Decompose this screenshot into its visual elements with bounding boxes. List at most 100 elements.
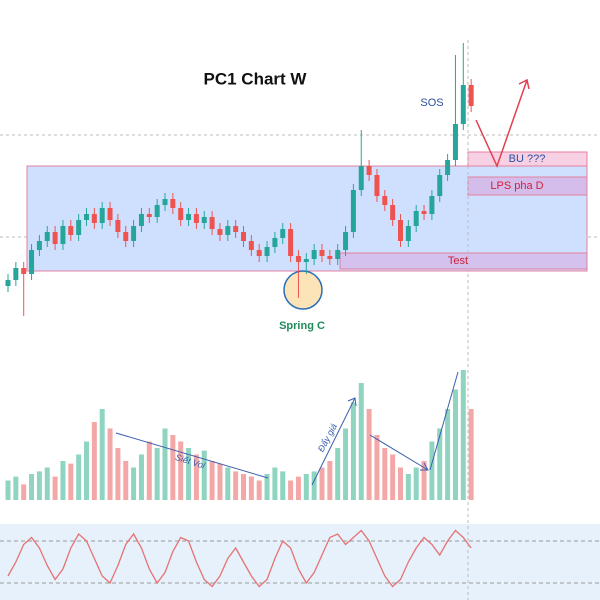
volume-bar (162, 428, 168, 500)
candle-body (84, 214, 89, 220)
volume-bar (201, 450, 207, 500)
candle-body (209, 217, 215, 229)
candle-body (343, 232, 349, 250)
volume-bar (209, 461, 215, 500)
annotation-arrow (311, 371, 459, 486)
candle-body (36, 241, 42, 250)
volume-bar (178, 441, 184, 500)
candle-body (146, 214, 152, 217)
volume-bar (452, 389, 458, 500)
spring-circle (283, 270, 323, 310)
candle-body (186, 214, 192, 220)
candle-body (99, 208, 105, 223)
volume-bar (91, 422, 97, 500)
candle-body (358, 166, 364, 190)
volume-bar (68, 463, 74, 500)
candle-body (13, 268, 19, 280)
candle-body (248, 241, 254, 250)
oscillator-panel (0, 524, 600, 600)
candle-body (429, 196, 435, 214)
volume-bar (358, 383, 364, 500)
candle-body (350, 190, 356, 232)
volume-bar (413, 467, 419, 500)
volume-bar (350, 402, 356, 500)
volume-bar (13, 476, 19, 500)
volume-bar (280, 471, 286, 500)
volume-bar (366, 409, 372, 500)
volume-bar (421, 461, 427, 500)
candle-body (44, 232, 50, 241)
candle-body (374, 175, 380, 196)
volume-bar (445, 409, 451, 500)
candle-body (311, 250, 317, 259)
candle-body (272, 238, 278, 247)
oscillator-line (7, 529, 472, 588)
candle-body (21, 268, 27, 274)
volume-bar (382, 448, 388, 500)
candle-body (29, 250, 35, 274)
candle-body (107, 208, 113, 220)
volume-bar (44, 467, 50, 500)
volume-bar (335, 448, 341, 500)
volume-bar (241, 474, 246, 500)
candle-body (201, 217, 207, 223)
candle-body (280, 229, 286, 238)
volume-bar (186, 448, 192, 500)
volume-bar (256, 480, 262, 500)
annotation: LPS pha D (490, 180, 543, 192)
volume-bar (193, 454, 199, 500)
candle-body (468, 85, 474, 106)
annotation: SOS (420, 97, 443, 109)
volume-bar (264, 474, 270, 500)
volume-bar (303, 474, 309, 500)
projection-arrow (475, 78, 530, 169)
annotation-arrow (115, 432, 269, 479)
volume-bar (131, 467, 137, 500)
volume-bar (398, 467, 403, 500)
candle-body (115, 220, 121, 232)
volume-bar (123, 461, 129, 500)
candle-body (398, 220, 403, 241)
candle-body (303, 259, 309, 262)
volume-bar (99, 409, 105, 500)
test-zone (339, 252, 588, 270)
candle-body (52, 232, 58, 244)
volume-bar (311, 471, 317, 500)
candle-body (123, 232, 129, 241)
candle-body (217, 229, 223, 235)
volume-bar (405, 474, 411, 500)
candle-body (327, 256, 333, 259)
candle-body (225, 226, 231, 235)
candle-body (91, 214, 97, 223)
volume-bar (319, 467, 325, 500)
candle-body (68, 226, 74, 235)
volume-bar (288, 480, 294, 500)
candle-body (295, 256, 301, 262)
volume-bar (233, 471, 239, 500)
candle-body (319, 250, 325, 256)
volume-bar (225, 467, 231, 500)
candle-body (178, 208, 184, 220)
candle-body (76, 220, 82, 235)
candle-body (437, 175, 443, 196)
volume-bar (138, 454, 144, 500)
volume-bar (154, 448, 160, 500)
candle-body (162, 199, 168, 205)
candle-body (460, 85, 466, 124)
candle-body (288, 229, 294, 256)
volume-bar (248, 476, 254, 500)
volume-bar (374, 435, 380, 500)
candle-body (60, 226, 66, 244)
volume-bar (36, 471, 42, 500)
candle-body (382, 196, 388, 205)
candle-body (256, 250, 262, 256)
volume-bar (21, 484, 27, 500)
candle-body (405, 226, 411, 241)
volume-bar (272, 467, 278, 500)
marks (0, 43, 600, 588)
candle-body (421, 211, 427, 214)
volume-bar (29, 474, 35, 500)
volume-bar (52, 476, 58, 500)
volume-bar (217, 463, 223, 500)
volume-bar (460, 370, 466, 500)
